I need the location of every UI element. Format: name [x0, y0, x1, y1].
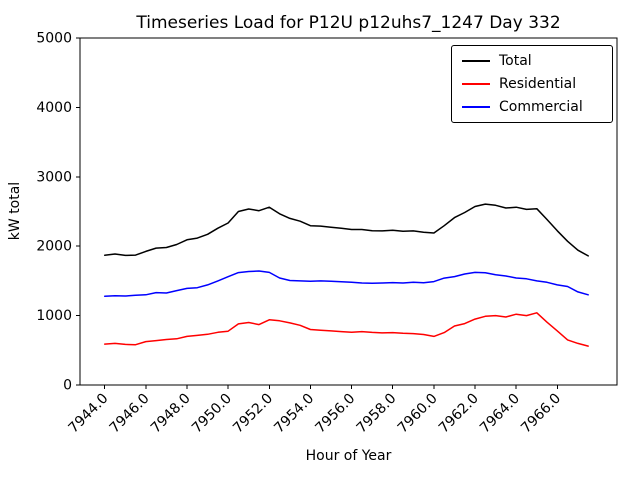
legend: Total Residential Commercial [451, 45, 613, 123]
x-tick-label: 7944.0 [66, 391, 112, 437]
y-tick-label: 2000 [36, 239, 72, 255]
legend-entry-residential: Residential [462, 76, 602, 92]
legend-line-swatch-residential [462, 83, 490, 85]
y-tick-label: 3000 [36, 169, 72, 185]
x-tick-label: 7960.0 [395, 391, 441, 437]
x-tick-label: 7954.0 [271, 391, 317, 437]
series-line-residential [103, 312, 589, 347]
legend-label-commercial: Commercial [499, 99, 583, 115]
x-tick-label: 7956.0 [312, 391, 358, 437]
series-line-commercial [103, 270, 589, 297]
x-tick-label: 7946.0 [107, 391, 153, 437]
legend-entry-commercial: Commercial [462, 99, 602, 115]
series-line-total [103, 203, 589, 257]
axes-frame [79, 37, 618, 386]
y-tick-label: 0 [63, 378, 72, 394]
legend-entry-total: Total [462, 53, 602, 69]
y-tick-label: 5000 [36, 31, 72, 47]
x-tick-label: 7952.0 [230, 391, 276, 437]
x-tick-label: 7948.0 [148, 391, 194, 437]
chart-title: Timeseries Load for P12U p12uhs7_1247 Da… [136, 13, 561, 33]
x-axis-label: Hour of Year [305, 448, 392, 464]
x-tick-label: 7966.0 [518, 391, 564, 437]
x-tick-label: 7962.0 [436, 391, 482, 437]
y-tick-label: 4000 [36, 100, 72, 116]
legend-line-swatch-commercial [462, 106, 490, 108]
legend-label-residential: Residential [499, 76, 577, 92]
legend-line-swatch-total [462, 60, 490, 62]
x-tick-label: 7950.0 [189, 391, 235, 437]
y-tick-label: 1000 [36, 308, 72, 324]
legend-label-total: Total [499, 53, 532, 69]
x-tick-label: 7964.0 [477, 391, 523, 437]
x-tick-label: 7958.0 [354, 391, 400, 437]
